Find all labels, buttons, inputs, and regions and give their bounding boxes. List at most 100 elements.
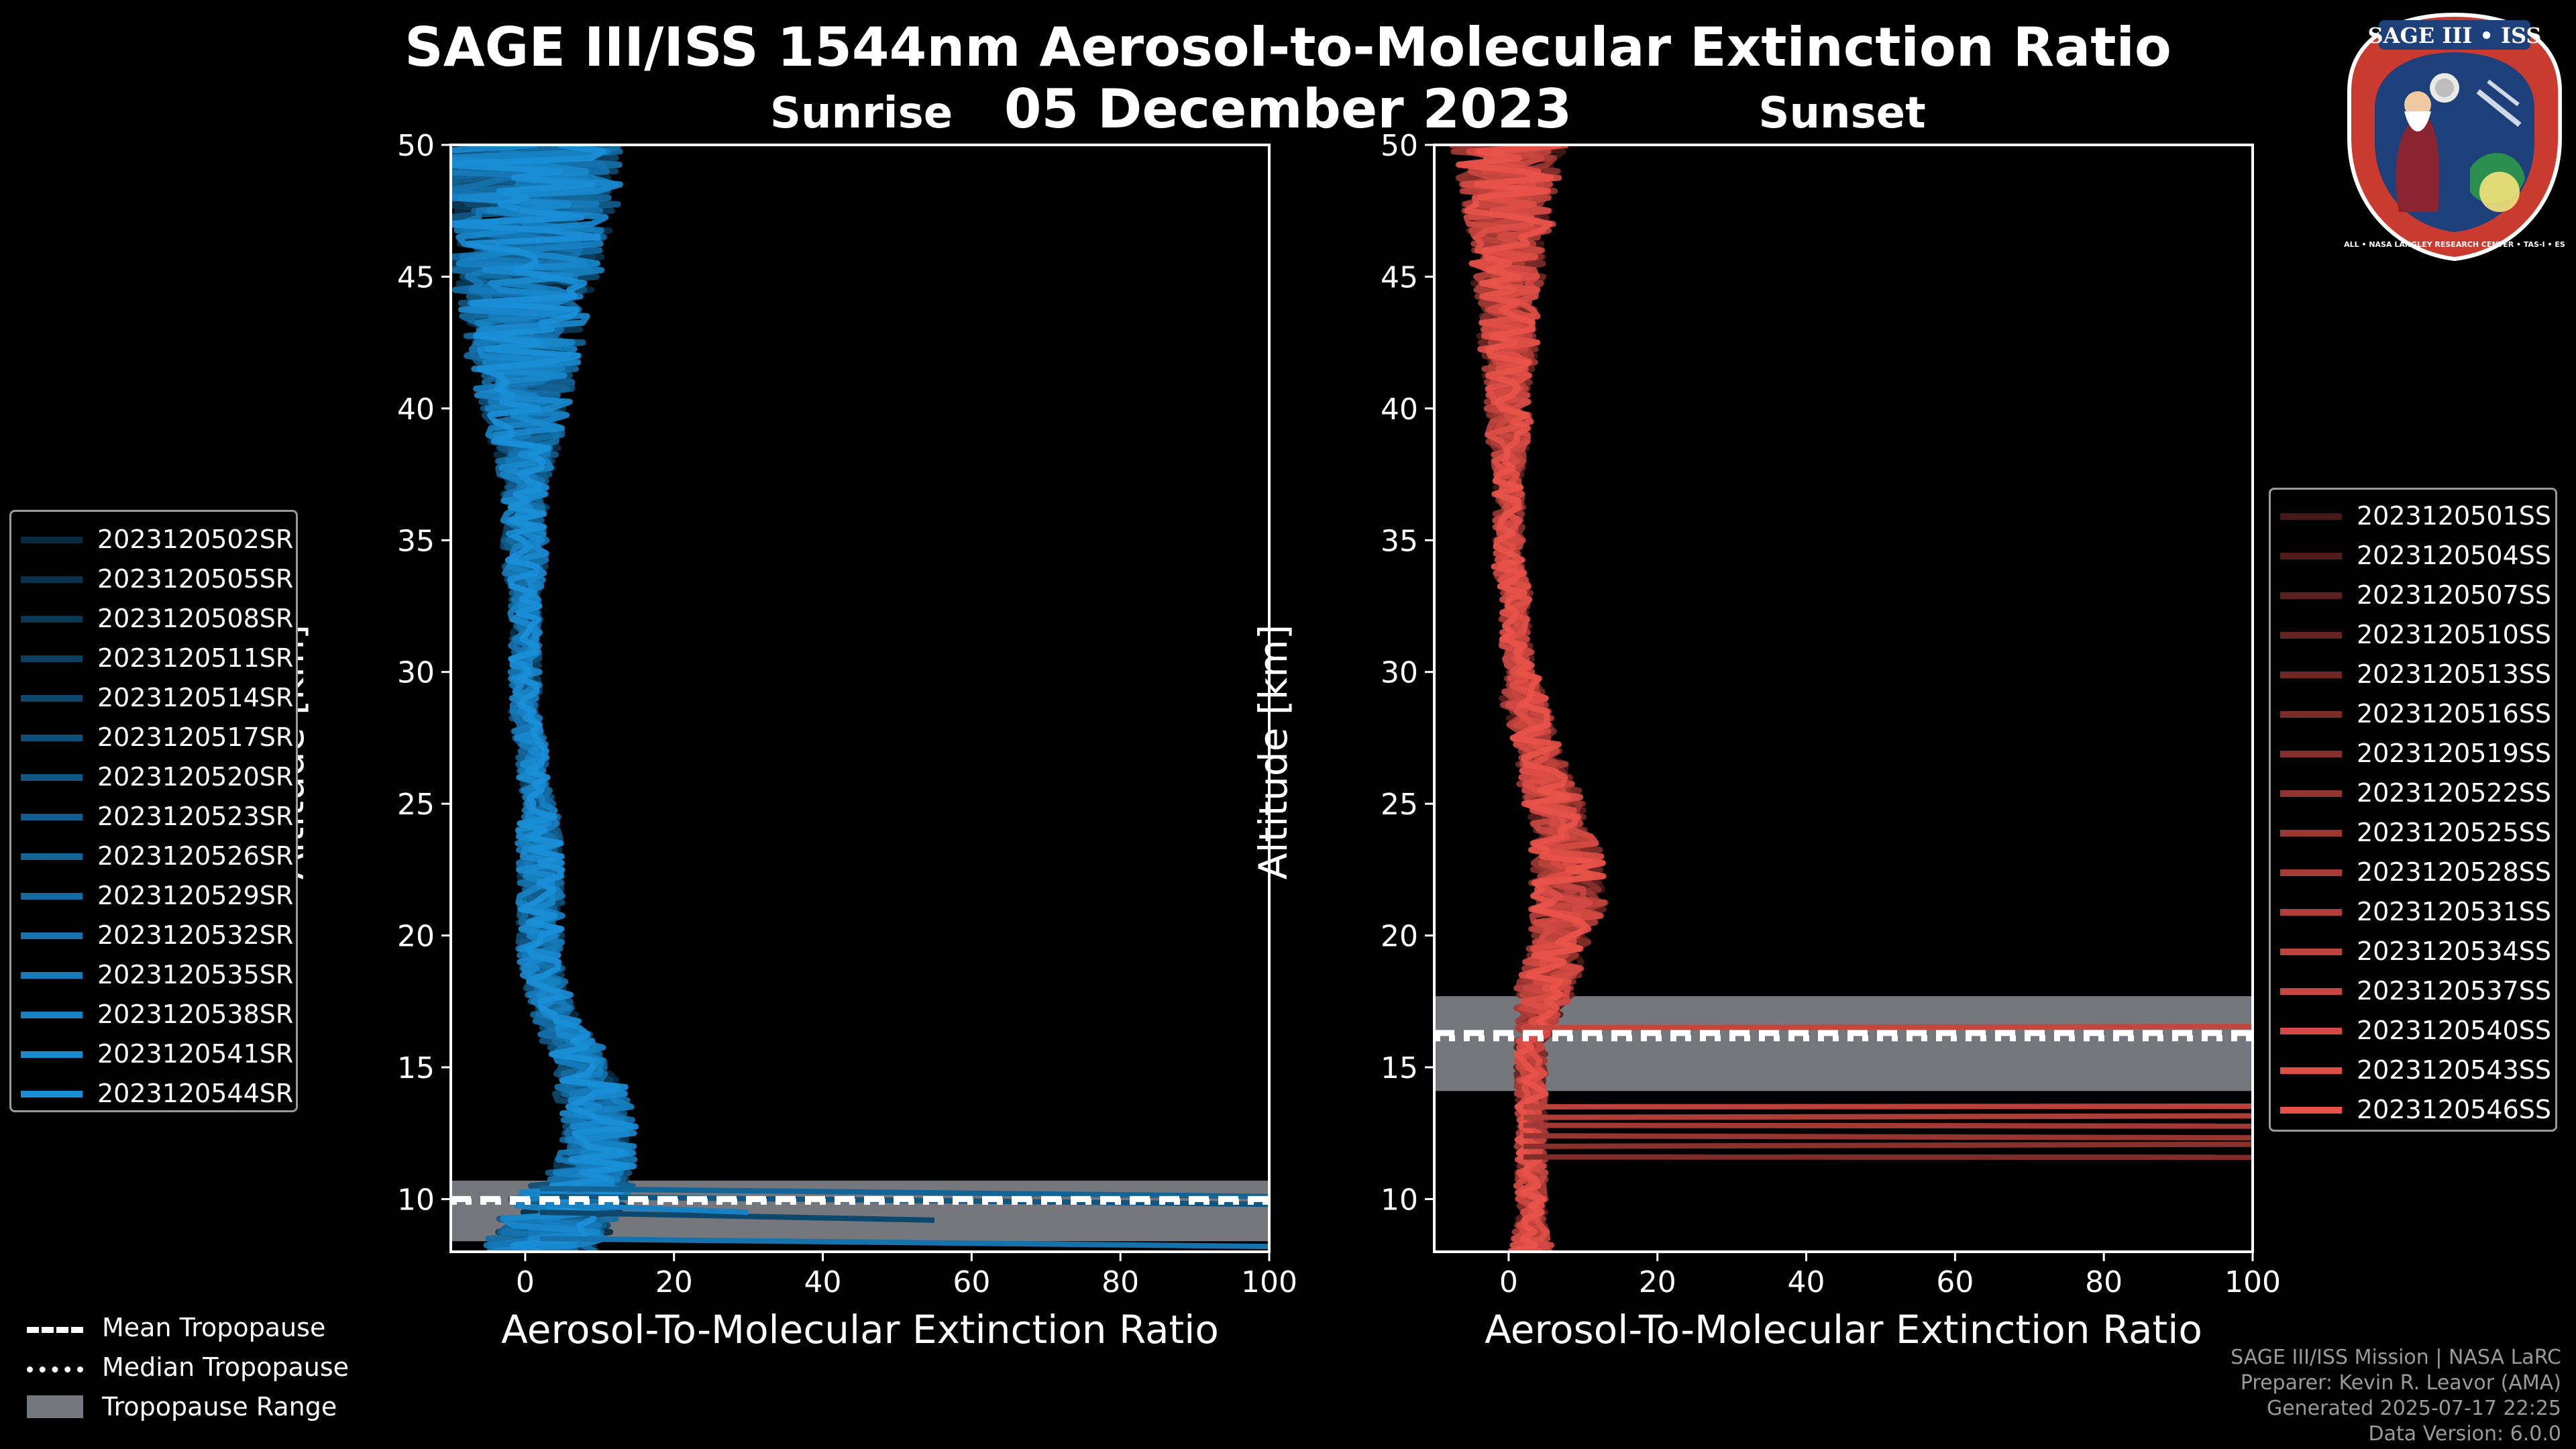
y-tick-label: 45: [397, 260, 435, 294]
legend-item: 2023120511SR: [11, 639, 296, 678]
legend-label: 2023120510SS: [2357, 620, 2552, 649]
legend-item: 2023120546SS: [2271, 1090, 2555, 1129]
sunset-artifact-line: [1523, 1113, 2253, 1120]
legend-swatch: [2280, 1107, 2342, 1114]
legend-label: 2023120505SR: [97, 564, 294, 594]
legend-swatch: [2280, 672, 2342, 678]
credit-line-2: Preparer: Kevin R. Leavor (AMA): [2240, 1371, 2561, 1395]
legend-swatch: [2280, 553, 2342, 559]
legend-label: 2023120519SS: [2357, 739, 2552, 768]
legend-label: 2023120526SR: [97, 841, 294, 871]
legend-label: 2023120504SS: [2357, 541, 2552, 570]
plot-sunrise: 0 20 40 60 80 100 10 15 20 25 30 35 40 45 50 Aerosol-To…: [267, 129, 1297, 1352]
tropopause-range-swatch: [27, 1395, 83, 1418]
legend-range-label: Tropopause Range: [102, 1392, 337, 1421]
legend-swatch: [2280, 711, 2342, 718]
legend-swatch: [2280, 592, 2342, 599]
plot-area-sunset: [1434, 145, 2253, 1252]
legend-swatch: [21, 576, 83, 583]
legend-swatch: [21, 774, 83, 781]
legend-label: 2023120522SS: [2357, 778, 2552, 808]
legend-swatch: [21, 537, 83, 543]
legend-swatch: [21, 972, 83, 979]
legend-item: 2023120538SR: [11, 995, 296, 1034]
x-tick-label: 100: [2224, 1265, 2281, 1299]
legend-item: 2023120513SS: [2271, 655, 2555, 694]
legend-swatch: [2280, 790, 2342, 797]
y-tick-label: 35: [397, 524, 435, 558]
legend-median-label: Median Tropopause: [102, 1352, 349, 1382]
legend-swatch: [21, 735, 83, 741]
sunrise-panel-title: Sunrise: [769, 89, 953, 138]
y-tick-label: 15: [1381, 1051, 1418, 1085]
legend-item: 2023120543SS: [2271, 1051, 2555, 1089]
sunset-artifact-line: [1523, 1103, 2253, 1110]
credit-line-3: Generated 2025-07-17 22:25: [2266, 1397, 2561, 1420]
legend-swatch: [2280, 830, 2342, 837]
y-tick-label: 15: [397, 1051, 435, 1085]
sage-mission-logo: SAGE III • ISS BALL • NASA LANGLEY RESEA…: [2344, 12, 2565, 262]
mean-tropopause-swatch: [27, 1327, 83, 1333]
legend-swatch: [2280, 988, 2342, 995]
legend-label: 2023120508SR: [97, 604, 294, 633]
y-tick-label: 50: [1381, 129, 1418, 163]
tropopause-legend: Mean Tropopause Median Tropopause Tropop…: [17, 1308, 393, 1429]
legend-label: 2023120528SS: [2357, 857, 2552, 887]
legend-item: 2023120501SS: [2271, 496, 2555, 535]
legend-item: 2023120510SS: [2271, 615, 2555, 654]
profile-line-2023120546SS: [1456, 145, 1607, 1252]
y-tick-label: 20: [397, 920, 435, 954]
legend-swatch: [2280, 751, 2342, 757]
legend-label: 2023120520SR: [97, 762, 294, 792]
x-tick-label: 0: [1499, 1265, 1518, 1299]
legend-item: 2023120502SR: [11, 520, 296, 559]
legend-label: 2023120544SR: [97, 1079, 294, 1108]
legend-swatch: [21, 893, 83, 900]
sunrise-artifact-line: [540, 1236, 1269, 1250]
legend-swatch: [21, 814, 83, 820]
legend-swatch: [2280, 949, 2342, 955]
legend-item: 2023120517SR: [11, 718, 296, 757]
x-axis-label: Aerosol-To-Molecular Extinction Ratio: [1485, 1307, 2202, 1352]
figure-title-line2: 05 December 2023: [1004, 78, 1572, 140]
plot-area-sunrise: [451, 145, 1269, 1252]
legend-label: 2023120541SR: [97, 1039, 294, 1069]
sunset-legend: 2023120501SS 2023120504SS 2023120507SS 2023…: [2269, 488, 2557, 1132]
y-axis-label: Altitude [km]: [1250, 625, 1296, 879]
legend-item: 2023120537SS: [2271, 971, 2555, 1010]
legend-swatch: [2280, 632, 2342, 639]
legend-label: 2023120511SR: [97, 643, 294, 673]
legend-label: 2023120537SS: [2357, 976, 2552, 1006]
legend-label: 2023120525SS: [2357, 818, 2552, 847]
y-tick-label: 40: [1381, 392, 1418, 427]
legend-swatch: [2280, 513, 2342, 520]
legend-item: 2023120516SS: [2271, 694, 2555, 733]
legend-label: 2023120517SR: [97, 722, 294, 752]
legend-label: 2023120507SS: [2357, 580, 2552, 610]
sunset-panel-title: Sunset: [1758, 89, 1926, 138]
x-tick-label: 40: [1788, 1265, 1825, 1299]
legend-label: 2023120532SR: [97, 920, 294, 950]
plot-frame: [1433, 144, 2254, 1253]
legend-swatch: [2280, 909, 2342, 916]
plot-frame: [449, 144, 1271, 1253]
logo-ring-text: BALL • NASA LANGLEY RESEARCH CENTER • TA…: [2344, 240, 2565, 249]
tropopause-range-band: [1434, 996, 2253, 1091]
x-tick-label: 20: [1639, 1265, 1676, 1299]
x-tick-label: 40: [804, 1265, 842, 1299]
x-tick-label: 100: [1241, 1265, 1297, 1299]
y-tick-label: 50: [397, 129, 435, 163]
y-tick-label: 10: [397, 1183, 435, 1217]
y-tick-label: 25: [1381, 788, 1418, 822]
x-tick-label: 20: [655, 1265, 693, 1299]
legend-item: 2023120505SR: [11, 559, 296, 598]
legend-swatch: [21, 695, 83, 702]
legend-swatch: [2280, 1028, 2342, 1034]
legend-label: 2023120531SS: [2357, 897, 2552, 926]
profile-line-2023120544SR: [451, 145, 639, 1252]
legend-label: 2023120516SS: [2357, 699, 2552, 729]
legend-item: 2023120531SS: [2271, 892, 2555, 931]
legend-label: 2023120513SS: [2357, 659, 2552, 689]
sunset-artifact-line: [1523, 1024, 2253, 1031]
